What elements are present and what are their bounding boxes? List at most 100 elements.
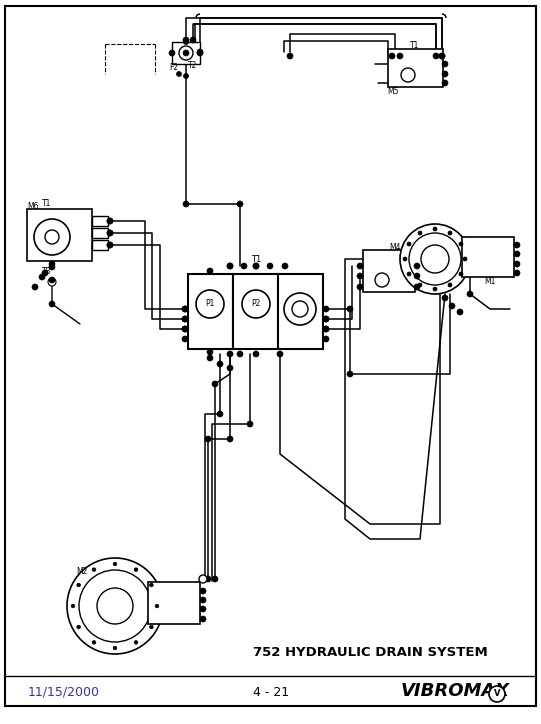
Circle shape	[107, 218, 113, 224]
Circle shape	[414, 263, 420, 269]
Text: 752 HYDRAULIC DRAIN SYSTEM: 752 HYDRAULIC DRAIN SYSTEM	[253, 646, 487, 659]
Circle shape	[49, 264, 55, 270]
Text: T8: T8	[42, 267, 52, 276]
Circle shape	[183, 40, 188, 44]
Bar	[92, 228, 108, 238]
Circle shape	[182, 316, 188, 322]
Circle shape	[459, 242, 463, 246]
Text: M4: M4	[390, 243, 401, 253]
Circle shape	[409, 233, 461, 285]
Bar	[278, 274, 323, 349]
Circle shape	[514, 251, 520, 257]
Circle shape	[179, 46, 193, 60]
Circle shape	[155, 605, 159, 608]
Circle shape	[183, 201, 189, 207]
Circle shape	[467, 291, 473, 297]
Circle shape	[217, 361, 223, 367]
Circle shape	[253, 351, 259, 357]
Circle shape	[207, 349, 213, 355]
Circle shape	[200, 616, 206, 622]
Circle shape	[113, 647, 117, 650]
Text: T1: T1	[42, 199, 52, 208]
Bar	[233, 274, 278, 349]
Text: M5: M5	[387, 86, 399, 96]
Circle shape	[97, 588, 133, 624]
Circle shape	[347, 371, 353, 377]
Bar	[363, 250, 415, 292]
Circle shape	[42, 270, 48, 276]
Circle shape	[284, 293, 316, 325]
Text: T1: T1	[251, 255, 261, 264]
Circle shape	[107, 230, 113, 236]
Text: M1: M1	[484, 277, 496, 285]
Circle shape	[237, 351, 243, 357]
Text: P1: P1	[206, 300, 215, 308]
Circle shape	[292, 301, 308, 317]
Circle shape	[227, 365, 233, 371]
Bar	[172, 42, 200, 64]
Circle shape	[49, 277, 55, 283]
Circle shape	[414, 273, 420, 279]
Circle shape	[433, 53, 439, 59]
Circle shape	[442, 295, 448, 301]
Circle shape	[113, 563, 117, 565]
Circle shape	[183, 37, 189, 43]
Circle shape	[442, 80, 448, 86]
Circle shape	[418, 231, 422, 235]
Circle shape	[92, 568, 96, 571]
Circle shape	[323, 316, 329, 322]
Circle shape	[227, 351, 233, 357]
Circle shape	[457, 309, 463, 315]
Circle shape	[92, 641, 96, 644]
Circle shape	[389, 53, 395, 59]
Circle shape	[149, 584, 153, 586]
Circle shape	[183, 74, 188, 78]
Circle shape	[442, 71, 448, 77]
Circle shape	[107, 230, 113, 236]
Circle shape	[267, 263, 273, 269]
Text: M2: M2	[76, 568, 88, 576]
Circle shape	[277, 351, 283, 357]
Circle shape	[207, 268, 213, 274]
Circle shape	[489, 686, 505, 702]
Circle shape	[463, 257, 467, 261]
Text: VIBROMAX: VIBROMAX	[400, 682, 510, 700]
Circle shape	[448, 283, 452, 287]
Circle shape	[421, 245, 449, 273]
Circle shape	[190, 37, 196, 43]
Circle shape	[183, 50, 189, 56]
Circle shape	[407, 242, 411, 246]
Circle shape	[401, 68, 415, 82]
Circle shape	[134, 641, 138, 644]
Circle shape	[347, 306, 353, 312]
Circle shape	[433, 227, 437, 231]
Bar	[462, 237, 514, 277]
Circle shape	[182, 336, 188, 342]
Circle shape	[67, 558, 163, 654]
Circle shape	[212, 381, 218, 387]
Circle shape	[442, 61, 448, 67]
Circle shape	[182, 326, 188, 332]
Circle shape	[253, 263, 259, 269]
Circle shape	[514, 261, 520, 267]
Circle shape	[196, 290, 224, 318]
Circle shape	[247, 421, 253, 427]
Circle shape	[107, 218, 113, 224]
Circle shape	[149, 626, 153, 629]
Circle shape	[107, 242, 113, 248]
Circle shape	[217, 411, 223, 417]
Circle shape	[439, 53, 445, 59]
Circle shape	[49, 261, 55, 267]
Text: 11/15/2000: 11/15/2000	[28, 686, 100, 699]
Circle shape	[48, 278, 56, 286]
Circle shape	[34, 219, 70, 255]
Circle shape	[418, 283, 422, 287]
Circle shape	[197, 50, 203, 56]
Circle shape	[459, 272, 463, 276]
Circle shape	[282, 263, 288, 269]
Circle shape	[439, 53, 445, 59]
Circle shape	[32, 284, 38, 290]
Text: M6: M6	[27, 202, 38, 211]
Circle shape	[357, 263, 363, 269]
Circle shape	[182, 316, 188, 322]
